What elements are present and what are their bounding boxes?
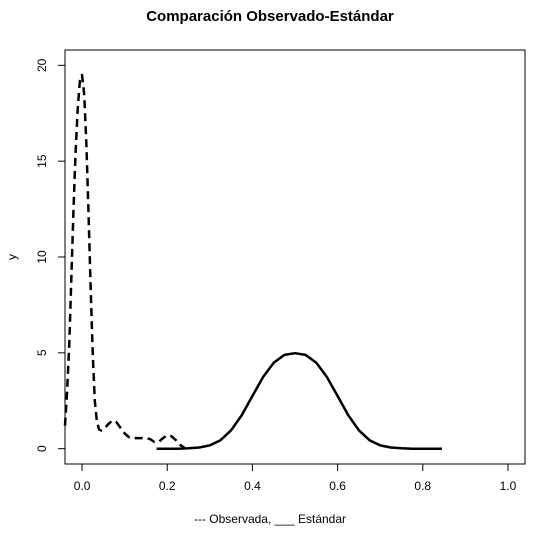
x-axis: 0.0 0.2 0.4 0.6 0.8 1.0 — [74, 463, 517, 493]
x-tick-label: 0.6 — [329, 479, 346, 493]
y-axis-label: y — [5, 254, 19, 260]
x-tick-label: 0.8 — [414, 479, 431, 493]
y-axis: 0 5 10 15 20 — [35, 58, 66, 452]
chart-title: Comparación Observado-Estándar — [146, 8, 394, 25]
y-tick-label: 5 — [35, 349, 49, 356]
x-tick-label: 0.0 — [74, 479, 91, 493]
x-tick-label: 1.0 — [500, 479, 517, 493]
x-tick-label: 0.2 — [159, 479, 176, 493]
y-tick-label: 10 — [35, 250, 49, 264]
y-tick-label: 20 — [35, 58, 49, 72]
series-line-observada — [63, 73, 185, 449]
series-layer — [63, 73, 442, 450]
plot-frame — [64, 49, 526, 465]
y-tick-label: 15 — [35, 154, 49, 168]
y-tick-label: 0 — [35, 445, 49, 452]
x-axis-label: --- Observada, ___ Estándar — [193, 512, 347, 526]
x-tick-label: 0.4 — [244, 479, 261, 493]
series-line-estandar — [156, 351, 442, 450]
